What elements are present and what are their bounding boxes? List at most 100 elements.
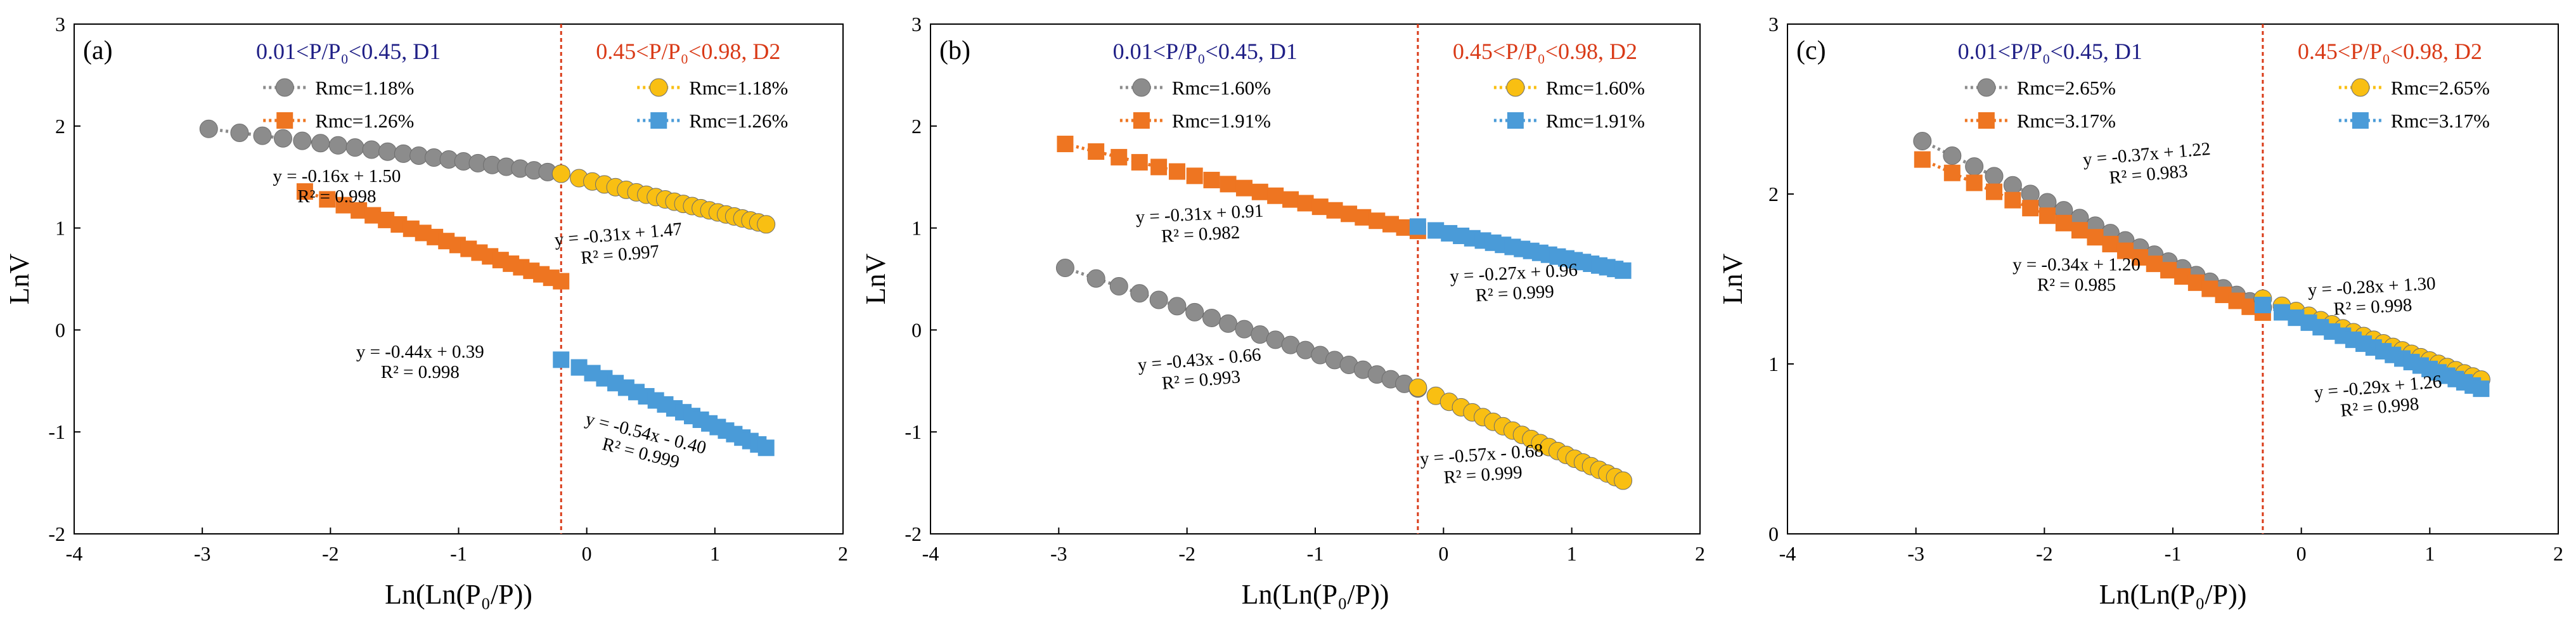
- data-point: [378, 142, 397, 161]
- x-tick-label: -1: [450, 542, 467, 565]
- data-point: [328, 136, 347, 155]
- y-tick-label: 1: [911, 217, 922, 240]
- x-tick-label: -3: [194, 542, 211, 565]
- regression-r-squared: R² = 0.999: [1475, 282, 1555, 306]
- data-point: [2132, 249, 2149, 266]
- y-tick-label: -2: [905, 522, 922, 545]
- y-tick-label: 1: [1768, 353, 1779, 375]
- data-point: [553, 351, 570, 368]
- y-tick-label: 3: [55, 13, 65, 36]
- data-point: [1168, 297, 1187, 316]
- data-point: [1168, 163, 1185, 180]
- data-point: [1409, 218, 1426, 235]
- data-point: [2116, 242, 2134, 259]
- data-point: [1186, 167, 1203, 185]
- data-point: [296, 183, 313, 200]
- legend-entry: Rmc=1.60%: [1546, 77, 1645, 99]
- data-point: [362, 140, 381, 159]
- data-point: [293, 131, 312, 150]
- x-tick-label: -4: [922, 542, 939, 565]
- legend-marker-circle: [2351, 78, 2370, 97]
- legend-marker-square: [1133, 112, 1150, 129]
- data-point: [1614, 471, 1633, 490]
- x-tick-label: -2: [322, 542, 339, 565]
- legend-marker-square: [276, 112, 293, 129]
- data-point: [253, 126, 272, 145]
- y-tick-label: 2: [55, 115, 65, 138]
- regression-equation: y = -0.16x + 1.50: [273, 166, 401, 186]
- y-tick-label: -1: [48, 420, 65, 443]
- data-point: [1203, 171, 1220, 188]
- region-label-d1: 0.01<P/P₀<0.45, D1: [256, 39, 441, 64]
- x-tick-label: -1: [1307, 542, 1324, 565]
- data-point: [1297, 195, 1314, 212]
- data-point: [1086, 269, 1105, 288]
- data-point: [1966, 174, 1983, 191]
- legend-marker-circle: [649, 78, 668, 97]
- regression-equation: y = -0.34x + 1.20: [2012, 255, 2141, 275]
- x-tick-label: -4: [1779, 542, 1796, 565]
- y-tick-label: 3: [911, 13, 922, 36]
- x-tick-label: -3: [1050, 542, 1067, 565]
- regression-equation: y = -0.28x + 1.30: [2307, 273, 2436, 301]
- region-label-d2: 0.45<P/P₀<0.98, D2: [1453, 39, 1637, 64]
- data-point: [1088, 143, 1105, 160]
- data-point: [1130, 284, 1149, 303]
- legend-entry: Rmc=1.18%: [315, 77, 414, 99]
- data-point: [1986, 183, 2003, 200]
- data-point: [757, 215, 776, 234]
- data-point: [1282, 191, 1299, 208]
- legend-entry: Rmc=3.17%: [2391, 110, 2490, 132]
- data-point: [2071, 222, 2088, 239]
- data-point: [2022, 200, 2039, 217]
- data-point: [2274, 304, 2291, 321]
- region-label-d2: 0.45<P/P₀<0.98, D2: [596, 39, 780, 64]
- panel-b: -4 -3 -2 -1 0 1 2 -2 -1 0 1 2 3 Ln(Ln(P₀/P)) LnV (b) 0.0…: [860, 13, 1705, 610]
- legend-entry: Rmc=2.65%: [2391, 77, 2490, 99]
- y-axis-label: LnV: [860, 253, 891, 304]
- panel-c: -4 -3 -2 -1 0 1 2 0 1 2 3 Ln(Ln(P₀/P)) LnV (c) 0.01<P/…: [1717, 13, 2563, 610]
- legend-entry: Rmc=1.18%: [689, 77, 788, 99]
- x-tick-label: -1: [2165, 542, 2182, 565]
- legend-entry: Rmc=1.26%: [689, 110, 788, 132]
- legend-marker-circle: [1132, 78, 1151, 97]
- y-tick-label: 2: [911, 115, 922, 138]
- data-point: [199, 119, 218, 138]
- regression-equation: y = -0.31x + 0.91: [1135, 200, 1264, 228]
- data-point: [1267, 187, 1284, 204]
- data-point: [551, 164, 570, 183]
- data-point: [345, 138, 364, 157]
- data-point: [2146, 256, 2163, 273]
- legend-entry: Rmc=3.17%: [2017, 110, 2116, 132]
- data-point: [1150, 159, 1168, 176]
- regression-r-squared: R² = 0.982: [1161, 222, 1240, 246]
- data-point: [2102, 235, 2119, 252]
- data-point: [1149, 290, 1168, 309]
- y-tick-label: -1: [905, 420, 922, 443]
- legend-marker-square: [1507, 112, 1524, 129]
- data-point: [1965, 157, 1984, 176]
- x-axis-label: Ln(Ln(P₀/P)): [1242, 579, 1389, 610]
- data-point: [757, 439, 775, 457]
- legend-marker-circle: [1977, 78, 1996, 97]
- regression-r-squared: R² = 0.998: [297, 186, 376, 207]
- legend-entry: Rmc=1.91%: [1172, 110, 1271, 132]
- data-point: [2003, 176, 2022, 195]
- y-tick-label: 0: [1768, 522, 1779, 545]
- data-point: [1408, 378, 1427, 397]
- legend-marker-circle: [1506, 78, 1525, 97]
- data-point: [1326, 202, 1343, 219]
- data-point: [1131, 153, 1148, 171]
- data-point: [2174, 268, 2191, 285]
- y-tick-label: -2: [48, 522, 65, 545]
- panel-label: (c): [1796, 36, 1826, 65]
- regression-r-squared: R² = 0.985: [2037, 275, 2116, 295]
- y-axis-label: LnV: [4, 253, 35, 304]
- region-label-d1: 0.01<P/P₀<0.45, D1: [1113, 39, 1298, 64]
